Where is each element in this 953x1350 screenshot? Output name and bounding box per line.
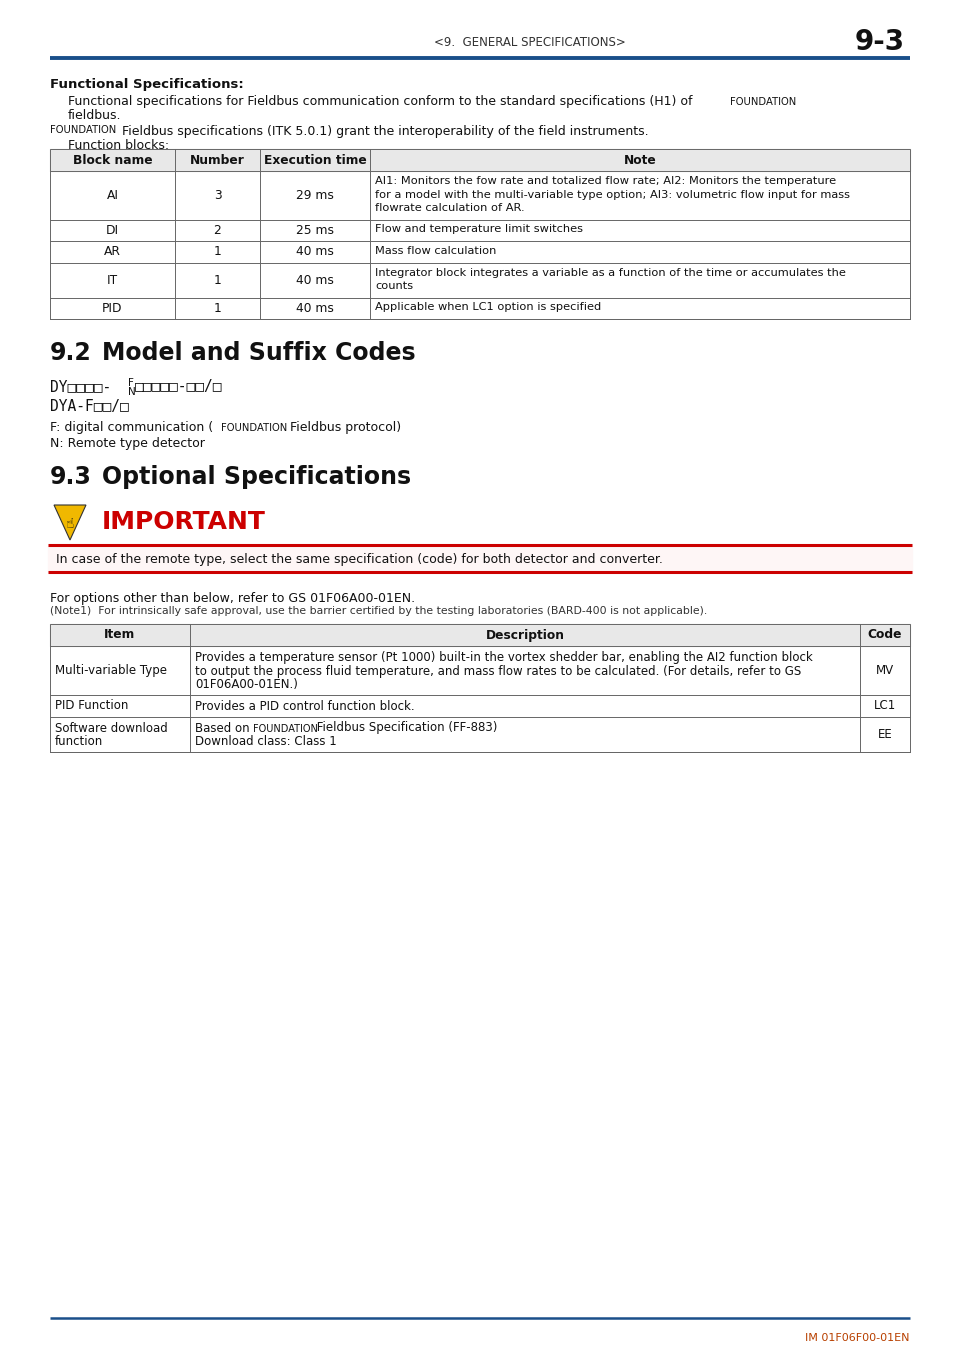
Text: Provides a temperature sensor (Pt 1000) built-in the vortex shedder bar, enablin: Provides a temperature sensor (Pt 1000) … [194,651,812,664]
Text: Multi-variable Type: Multi-variable Type [55,664,167,676]
Text: fieldbus.: fieldbus. [68,109,121,122]
Text: N: Remote type detector: N: Remote type detector [50,437,205,450]
Text: counts: counts [375,281,413,292]
Text: <9.  GENERAL SPECIFICATIONS>: <9. GENERAL SPECIFICATIONS> [434,35,625,49]
Bar [50,148,909,319]
Text: Provides a PID control function block.: Provides a PID control function block. [194,699,415,713]
Text: F: F [128,378,133,387]
Text: flowrate calculation of AR.: flowrate calculation of AR. [375,202,524,213]
Text: 9.2: 9.2 [50,342,91,365]
Text: IMPORTANT: IMPORTANT [102,510,266,535]
Text: (Note1)  For intrinsically safe approval, use the barrier certified by the testi: (Note1) For intrinsically safe approval,… [50,606,706,616]
Text: to output the process fluid temperature, and mass flow rates to be calculated. (: to output the process fluid temperature,… [194,664,801,678]
Text: IT: IT [107,274,118,286]
Text: ☝: ☝ [66,517,74,532]
Text: For options other than below, refer to GS 01F06A00-01EN.: For options other than below, refer to G… [50,593,415,605]
Text: AR: AR [104,246,121,258]
Text: FOUNDATION: FOUNDATION [253,724,317,733]
Text: Flow and temperature limit switches: Flow and temperature limit switches [375,224,582,235]
Text: Download class: Class 1: Download class: Class 1 [194,734,336,748]
Polygon shape [54,505,86,540]
Text: EE: EE [877,728,891,741]
Text: Description: Description [485,629,564,641]
Text: Code: Code [867,629,902,641]
Text: 9.3: 9.3 [50,464,91,489]
Text: Fieldbus specifications (ITK 5.0.1) grant the interoperability of the field inst: Fieldbus specifications (ITK 5.0.1) gran… [118,126,648,138]
Text: □□□□□-□□/□: □□□□□-□□/□ [135,379,222,394]
Text: LC1: LC1 [873,699,895,711]
Text: Fieldbus Specification (FF-883): Fieldbus Specification (FF-883) [313,721,497,734]
Text: 40 ms: 40 ms [295,302,334,315]
Text: PID Function: PID Function [55,699,129,711]
Bar [50,624,909,752]
Text: In case of the remote type, select the same specification (code) for both detect: In case of the remote type, select the s… [56,552,662,566]
Text: AI: AI [107,189,118,201]
Text: 1: 1 [213,246,221,258]
Text: DY□□□□-: DY□□□□- [50,379,112,394]
Text: 29 ms: 29 ms [295,189,334,201]
Text: Model and Suffix Codes: Model and Suffix Codes [102,342,416,365]
Text: function: function [55,734,103,748]
Text: Block name: Block name [72,154,152,166]
Text: 9-3: 9-3 [854,28,904,55]
Text: Optional Specifications: Optional Specifications [102,464,411,489]
Text: Mass flow calculation: Mass flow calculation [375,246,496,256]
Text: Software download: Software download [55,721,168,734]
Text: PID: PID [102,302,123,315]
Text: Function blocks:: Function blocks: [68,139,169,153]
Text: 40 ms: 40 ms [295,274,334,286]
Text: DI: DI [106,224,119,236]
Text: 25 ms: 25 ms [295,224,334,236]
Text: 3: 3 [213,189,221,201]
Text: Execution time: Execution time [263,154,366,166]
Text: Based on: Based on [194,721,253,734]
Text: FOUNDATION: FOUNDATION [221,423,287,433]
Text: for a model with the multi-variable type option; AI3: volumetric flow input for : for a model with the multi-variable type… [375,189,849,200]
Text: MV: MV [875,664,893,676]
Text: DYA-F□□/□: DYA-F□□/□ [50,400,129,414]
Text: 01F06A00-01EN.): 01F06A00-01EN.) [194,678,297,691]
Text: Item: Item [104,629,135,641]
Text: Functional specifications for Fieldbus communication conform to the standard spe: Functional specifications for Fieldbus c… [68,95,696,108]
Text: Functional Specifications:: Functional Specifications: [50,78,244,90]
Text: Fieldbus protocol): Fieldbus protocol) [286,421,400,433]
Text: Integrator block integrates a variable as a function of the time or accumulates : Integrator block integrates a variable a… [375,267,845,278]
Text: Note: Note [623,154,656,166]
Text: F: digital communication (: F: digital communication ( [50,421,213,433]
Text: 1: 1 [213,302,221,315]
Text: Applicable when LC1 option is specified: Applicable when LC1 option is specified [375,302,600,312]
Text: 1: 1 [213,274,221,286]
Text: Number: Number [190,154,245,166]
Text: 2: 2 [213,224,221,236]
Text: N: N [128,387,135,397]
Text: AI1: Monitors the fow rate and totalized flow rate; AI2: Monitors the temperatur: AI1: Monitors the fow rate and totalized… [375,176,835,186]
Text: 40 ms: 40 ms [295,246,334,258]
Text: FOUNDATION: FOUNDATION [50,126,116,135]
Text: FOUNDATION: FOUNDATION [729,97,796,107]
Text: IM 01F06F00-01EN: IM 01F06F00-01EN [804,1332,909,1343]
